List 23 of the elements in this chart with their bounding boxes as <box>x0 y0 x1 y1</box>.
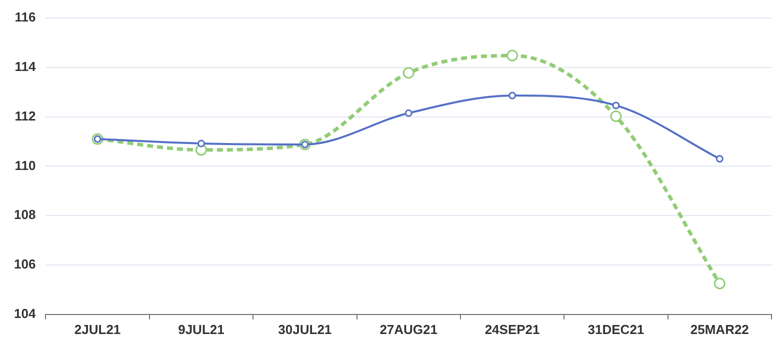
point <box>716 155 724 163</box>
x-tick-label: 24SEP21 <box>484 322 540 337</box>
point <box>714 278 726 290</box>
x-tick-label: 27AUG21 <box>380 322 438 337</box>
point <box>404 109 412 117</box>
point <box>610 110 622 122</box>
x-tick-label: 25MAR22 <box>690 322 749 337</box>
y-tick-label: 112 <box>14 108 36 124</box>
point <box>402 67 414 79</box>
y-tick-label: 106 <box>14 256 36 272</box>
x-tick-label: 30JUL21 <box>278 322 332 337</box>
y-tick-label: 104 <box>14 306 36 321</box>
point <box>506 50 518 62</box>
y-tick-label: 114 <box>14 58 36 74</box>
x-tick-label: 9JUL21 <box>178 322 224 337</box>
point <box>612 102 620 110</box>
y-tick-label: 110 <box>14 158 36 173</box>
y-tick-label: 108 <box>14 207 36 222</box>
point <box>197 140 205 148</box>
y-tick-label: 116 <box>14 10 36 25</box>
x-tick-label: 2JUL21 <box>74 322 121 337</box>
x-tick-label: 31DEC21 <box>588 322 644 337</box>
point <box>508 92 516 100</box>
